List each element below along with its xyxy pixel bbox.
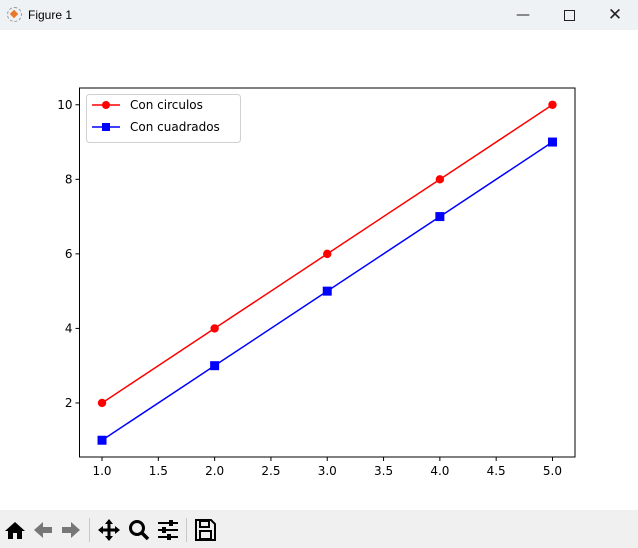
maximize-icon[interactable] [546,0,592,30]
legend-marker-square [102,123,110,131]
y-tick-label: 2 [65,396,73,410]
data-point-circle [548,100,557,109]
y-tick-label: 4 [65,321,73,335]
x-tick-label: 4.5 [487,464,506,478]
x-tick-label: 5.0 [543,464,562,478]
pan-icon[interactable] [97,518,121,542]
x-tick-label: 2.5 [261,464,280,478]
navigation-toolbar [0,510,638,548]
data-point-circle [210,324,219,333]
x-tick-label: 2.0 [205,464,224,478]
legend-label-cuadrados: Con cuadrados [130,120,220,134]
data-point-square [210,361,220,371]
data-point-square [97,435,107,445]
home-icon[interactable] [3,518,27,542]
figure-canvas: 1.0 1.5 2.0 2.5 3.0 3.5 4.0 4.5 5.0 2 4 6 8 10 Con ci… [57,87,576,478]
configure-subplots-icon[interactable] [156,518,180,542]
title-bar: Figure 1 — ✕ [0,0,638,30]
zoom-icon[interactable] [127,518,151,542]
window-title: Figure 1 [28,8,73,22]
legend-label-circulos: Con circulos [130,98,203,112]
data-point-square [547,137,557,147]
x-tick-label: 3.5 [374,464,393,478]
x-tick-label: 4.0 [430,464,449,478]
x-tick-label: 3.0 [318,464,337,478]
legend: Con circulos Con cuadrados [86,94,241,143]
data-point-circle [323,249,332,259]
axes-frame [79,87,576,458]
legend-marker-circle [102,101,110,109]
forward-icon[interactable] [59,518,83,542]
data-point-circle [97,398,107,408]
y-tick-label: 8 [65,172,73,186]
data-point-circle [435,175,445,184]
back-icon[interactable] [31,518,55,542]
close-icon[interactable]: ✕ [607,5,623,25]
x-tick-label: 1.5 [149,464,168,478]
data-point-square [322,286,332,296]
minimize-icon[interactable]: — [516,7,530,23]
y-tick-label: 10 [57,98,72,112]
data-point-square [435,212,445,222]
x-tick-label: 1.0 [92,464,111,478]
y-tick-label: 6 [65,247,73,261]
legend-box [86,94,241,143]
save-icon[interactable] [193,518,217,542]
matplotlib-icon [7,7,22,22]
